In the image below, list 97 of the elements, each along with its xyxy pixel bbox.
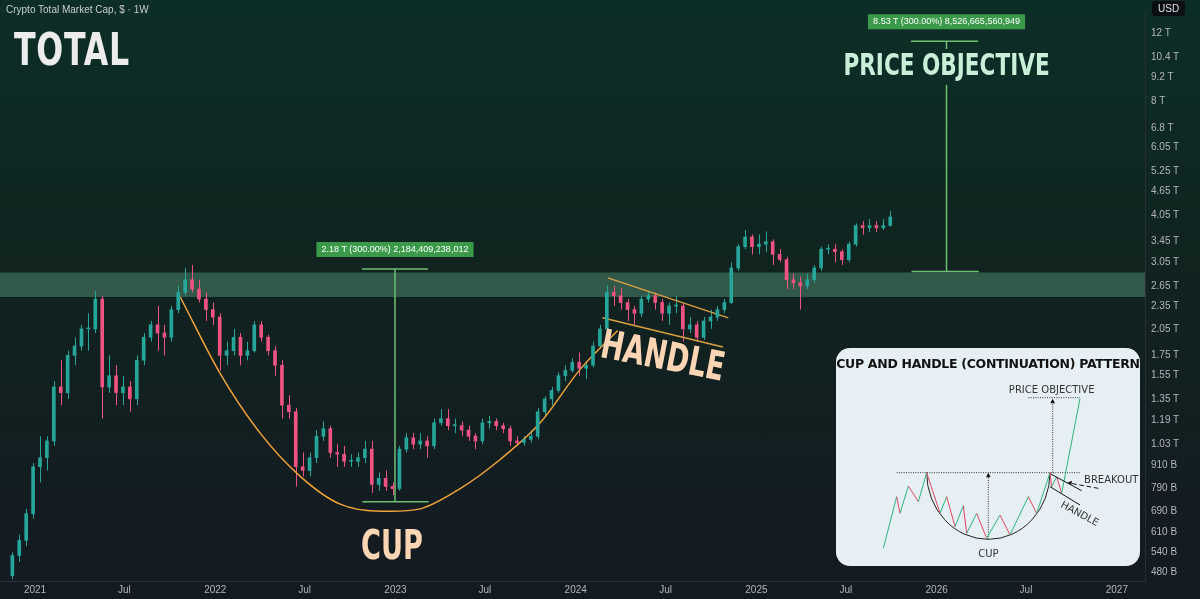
annotation: PRICE OBJECTIVE [843,47,1050,82]
candlestick [819,246,823,272]
candlestick [508,425,512,447]
y-tick-label: 3.05 T [1151,256,1180,268]
y-tick-label: 12 T [1151,26,1171,38]
annotation: CUP AND HANDLE (CONTINUATION) PATTERN [836,356,1140,371]
x-tick-label: 2025 [745,583,768,595]
annotation: BREAKOUT [1084,473,1140,485]
candlestick [210,302,215,326]
candlestick [245,341,250,361]
candlestick [190,264,194,293]
candlestick [743,229,747,250]
candlestick [300,452,305,477]
y-tick-label: 1.55 T [1151,369,1180,381]
annotation: HANDLE [597,320,729,390]
y-tick-label: 6.8 T [1151,121,1174,133]
y-tick-label: 9.2 T [1151,71,1174,83]
candlestick [38,435,42,483]
y-tick-label: 540 B [1151,546,1178,558]
candlestick [176,285,181,314]
candlestick [770,238,775,266]
candlestick [204,291,208,322]
x-tick-label: Jul [659,583,672,595]
candlestick [432,418,436,450]
y-tick-label: 1.03 T [1151,437,1180,449]
x-tick-label: Jul [839,583,853,595]
annotation: 2.18 T (300.00%) 2,184,409,238,012 [321,244,469,255]
y-tick-label: 4.65 T [1151,185,1180,197]
annotation: 8.53 T (300.00%) 8,526,665,560,949 [873,16,1020,27]
candlestick [58,359,63,406]
y-tick-label: 3.45 T [1151,235,1180,247]
candlestick [736,243,740,272]
candlestick [632,305,637,326]
candlestick [335,443,340,468]
x-tick-label: 2027 [1105,583,1129,595]
candlestick [425,435,429,459]
x-tick-label: Jul [298,583,312,595]
candlestick [833,243,837,263]
candlestick [273,345,277,377]
y-tick-label: 2.05 T [1151,322,1180,334]
annotation: TOTAL [14,24,130,75]
candlestick [287,394,291,420]
candlestick [141,332,146,366]
annotation: PRICE OBJECTIVE [1008,383,1095,395]
candlestick [224,341,229,366]
y-tick-label: 1.35 T [1151,392,1180,404]
x-tick-label: 2021 [23,583,47,595]
y-tick-label: 480 B [1151,565,1178,577]
candlestick [197,279,201,303]
candlestick [667,302,671,326]
candlestick [266,334,270,356]
candlestick [591,341,595,368]
candlestick [660,298,664,322]
x-tick-label: Jul [478,583,492,595]
x-tick-label: 2023 [384,583,408,595]
candlestick [342,445,346,468]
candlestick [17,534,22,563]
y-tick-label: 610 B [1151,525,1178,537]
candlestick [846,241,851,263]
y-tick-label: 1.75 T [1151,349,1180,361]
annotation: CUP [978,547,999,559]
y-tick-label: 6.05 T [1151,141,1180,153]
candlestick [114,364,118,406]
candlestick [363,440,367,464]
y-tick-label: 5.25 T [1151,165,1180,177]
candlestick [183,267,187,297]
y-tick-label: 1.19 T [1151,413,1180,425]
candlestick [376,471,381,492]
y-tick-label: 10.4 T [1151,50,1180,62]
candlestick [259,320,264,343]
candlestick [321,420,326,442]
x-tick-label: Jul [118,583,131,595]
y-tick-label: 4.05 T [1151,208,1180,220]
candlestick [128,380,132,413]
candlestick [763,230,768,253]
candlestick [757,234,761,255]
candlestick [611,285,616,307]
y-tick-label: 790 B [1151,482,1178,494]
candlestick [598,324,602,349]
x-tick-label: Jul [1019,583,1033,595]
y-tick-label: 2.35 T [1151,299,1180,311]
y-tick-label: 690 B [1151,505,1178,517]
x-tick-label: 2024 [564,583,588,595]
annotation: CUP [361,522,423,568]
x-tick-label: 2026 [925,583,949,595]
y-tick-label: 2.65 T [1151,279,1180,291]
candlestick [750,234,754,255]
candlestick [121,375,125,406]
candlestick [577,352,581,377]
candlestick [45,435,49,472]
y-tick-label: 910 B [1151,458,1178,470]
y-tick-label: 8 T [1151,94,1166,106]
candlestick [446,408,450,431]
candlestick [107,354,111,394]
text: USD [1152,1,1186,16]
chart-title: Crypto Total Market Cap, $ · 1W [6,4,149,15]
x-tick-label: 2022 [204,583,227,595]
